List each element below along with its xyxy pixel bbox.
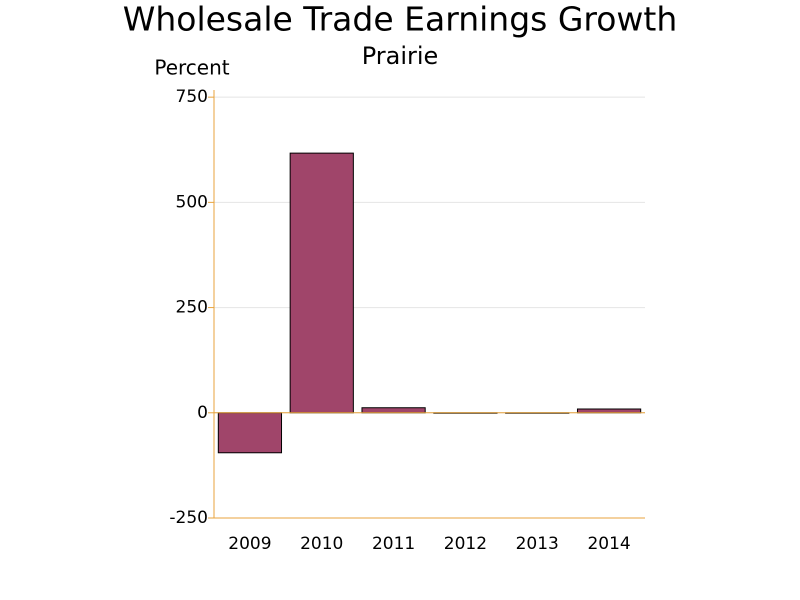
y-tick-label: -250 bbox=[169, 508, 208, 528]
y-tick-label: 750 bbox=[176, 87, 208, 107]
x-tick-label: 2009 bbox=[228, 534, 271, 554]
y-tick-label: 250 bbox=[176, 298, 208, 318]
bar bbox=[361, 407, 426, 414]
x-tick-label: 2012 bbox=[444, 534, 487, 554]
x-tick-label: 2013 bbox=[516, 534, 559, 554]
x-tick-label: 2014 bbox=[587, 534, 630, 554]
chart-subtitle: Prairie bbox=[362, 42, 439, 70]
bar bbox=[576, 408, 642, 414]
x-tick-label: 2010 bbox=[300, 534, 343, 554]
chart-title: Wholesale Trade Earnings Growth bbox=[123, 0, 678, 39]
y-axis-label: Percent bbox=[154, 56, 229, 80]
bar bbox=[217, 412, 283, 454]
x-tick-label: 2011 bbox=[372, 534, 415, 554]
y-tick-label: 500 bbox=[176, 192, 208, 212]
y-tick-label: 0 bbox=[197, 403, 208, 423]
bar bbox=[289, 152, 354, 414]
